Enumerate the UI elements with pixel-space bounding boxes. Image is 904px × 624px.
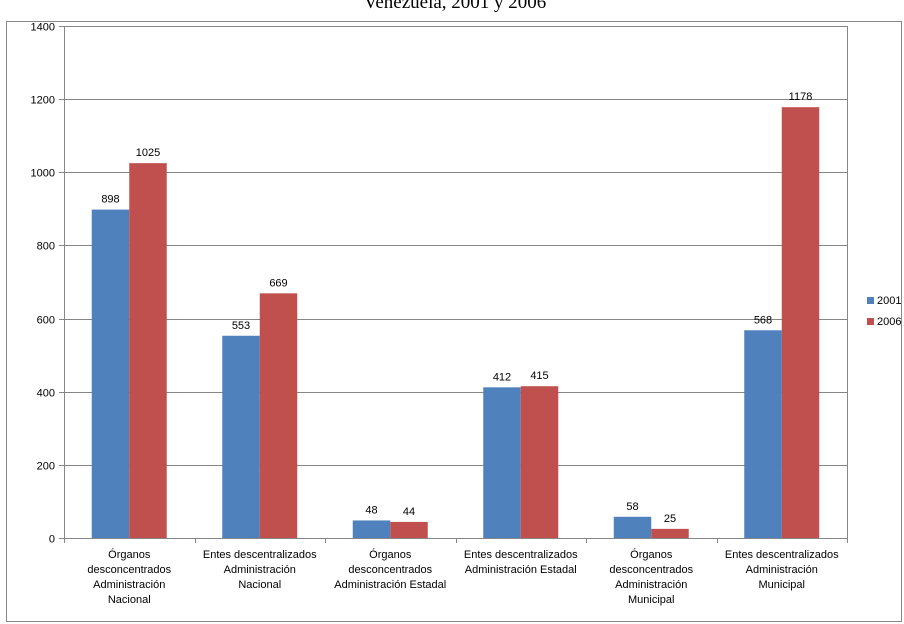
legend-label: 2006 [877, 316, 901, 328]
x-category-label: desconcentrados [87, 564, 171, 576]
x-category-label: Nacional [108, 594, 151, 606]
bar [390, 521, 428, 538]
data-label: 669 [269, 277, 287, 289]
y-tick-label: 400 [37, 388, 55, 400]
x-category-label: Administración [746, 564, 818, 576]
data-label: 25 [664, 513, 676, 525]
y-tick-label: 600 [37, 315, 55, 327]
x-category-label: Administración Estadal [334, 579, 446, 591]
y-tick-label: 0 [49, 534, 55, 546]
y-tick-label: 200 [37, 461, 55, 473]
bar [222, 335, 260, 538]
data-label: 44 [403, 506, 415, 518]
bar [651, 528, 689, 538]
data-label: 415 [530, 370, 548, 382]
data-labels: 898 1025 553 669 48 44 412 415 58 25 568 1178 [101, 91, 812, 525]
x-category-label: Entes descentralizados [464, 549, 578, 561]
y-tick-label: 1200 [31, 95, 55, 107]
x-category-label: desconcentrados [348, 564, 432, 576]
bar [483, 387, 521, 538]
x-category-label: Órganos [108, 548, 151, 561]
legend-swatch [867, 297, 874, 304]
x-category-label: Órganos [630, 548, 673, 561]
bar [129, 163, 167, 538]
data-label: 48 [365, 504, 377, 516]
y-tick-label: 800 [37, 241, 55, 253]
bar [520, 386, 559, 538]
x-category-label: Nacional [238, 579, 281, 591]
bar [91, 209, 130, 539]
x-category-label: Órganos [369, 548, 412, 561]
y-tick-label: 1000 [31, 168, 55, 180]
x-axis: Órganos desconcentrados Administración Naci… [64, 538, 848, 606]
x-category-label: Administración [93, 579, 165, 591]
bar [613, 516, 652, 538]
data-label: 553 [232, 320, 250, 332]
x-category-label: Administración [615, 579, 687, 591]
x-category-label: Municipal [759, 579, 805, 591]
data-label: 568 [754, 314, 772, 326]
x-category-label: Entes descentralizados [725, 549, 839, 561]
data-label: 1025 [136, 147, 160, 159]
chart-title: Venezuela, 2001 y 2006 [364, 0, 547, 13]
data-label: 898 [101, 194, 119, 206]
x-category-label: Administración Estadal [465, 564, 577, 576]
bar [781, 107, 820, 538]
bar [259, 293, 298, 538]
legend-label: 2001 [877, 295, 901, 307]
y-axis: 0 200 400 600 800 1000 1200 1400 [31, 22, 65, 546]
gridlines [64, 26, 848, 538]
bar [744, 330, 782, 538]
x-category-label: Administración [224, 564, 296, 576]
bar [352, 520, 391, 538]
x-category-label: desconcentrados [609, 564, 693, 576]
data-label: 58 [626, 501, 638, 513]
bars [91, 107, 820, 539]
data-label: 412 [493, 371, 511, 383]
legend: 2001 2006 [867, 295, 901, 328]
y-tick-label: 1400 [31, 22, 55, 34]
legend-swatch [867, 318, 874, 325]
x-category-label: Municipal [628, 594, 674, 606]
data-label: 1178 [789, 91, 813, 103]
x-category-label: Entes descentralizados [203, 549, 317, 561]
